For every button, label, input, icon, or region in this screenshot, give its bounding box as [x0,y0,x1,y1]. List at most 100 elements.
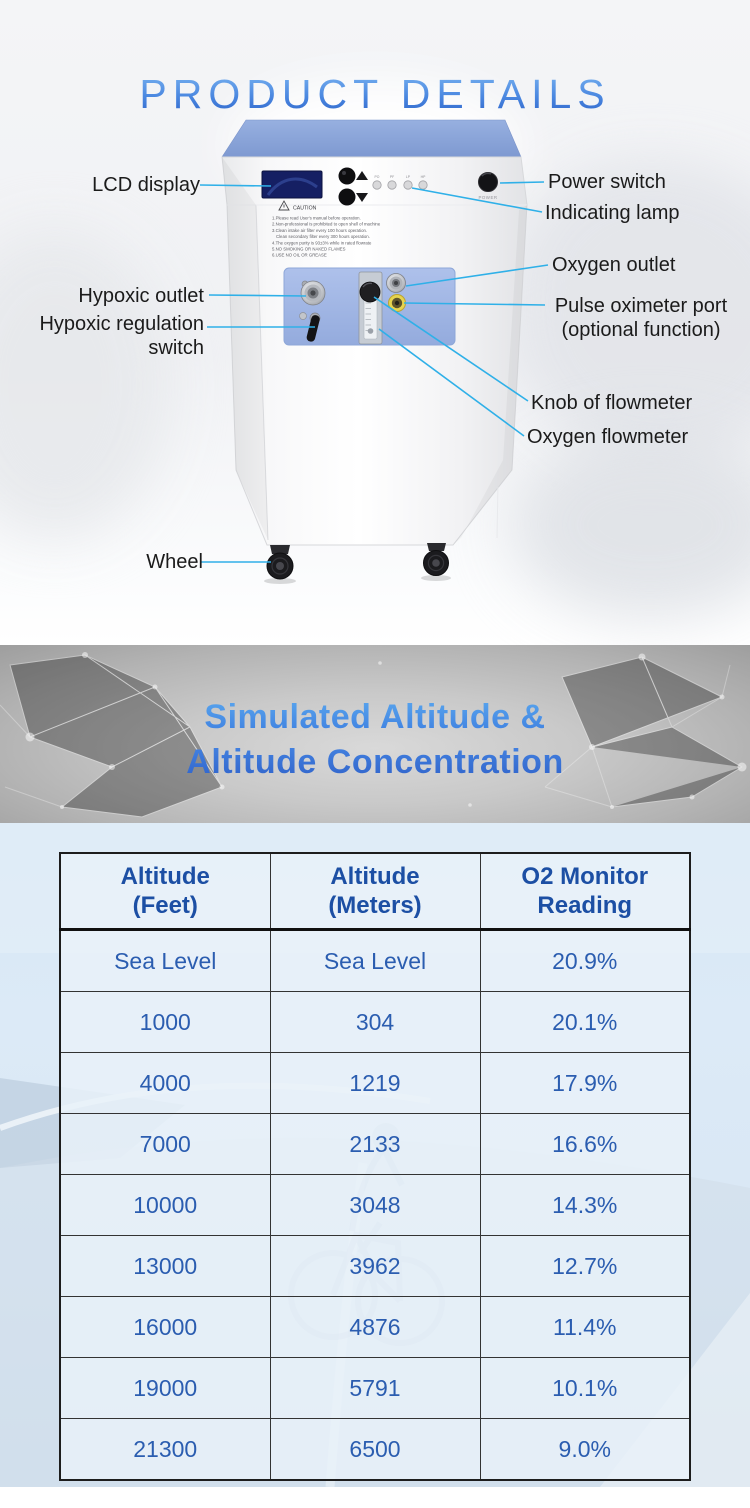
indicator-lamp [387,180,397,190]
header-cell-altitude-feet: Altitude (Feet) [59,852,271,931]
callout-lines [199,181,549,563]
caution-line: 5.NO SMOKING OR NAKED FLAMES [272,247,346,252]
oxygen-flowmeter-assembly [358,271,383,345]
header-text: (Feet) [132,892,198,919]
caution-warning-icon [278,200,290,211]
caution-line: 1.Please read User's manual before opera… [272,216,361,221]
cell-altitude-meters: 5791 [269,1357,481,1419]
table-row: 19000 5791 10.1% [59,1357,691,1419]
caution-line: 4.The oxygen purity is 93±3% while in ra… [272,240,372,245]
banner-heading: Simulated Altitude & Altitude Concentrat… [0,695,750,785]
header-cell-altitude-meters: Altitude (Meters) [269,852,481,931]
button-highlight [342,171,346,175]
label-hypoxic-regulation-switch: Hypoxic regulation switch [19,312,204,360]
bottom-margin [0,1487,750,1508]
label-hypoxic-regulation-line1: Hypoxic regulation [39,313,204,335]
table-row: 10000 3048 14.3% [59,1174,691,1236]
down-arrow-icon [356,193,368,202]
altitude-table-header: Altitude (Feet) Altitude (Meters) O2 Mon… [59,852,691,931]
table-row: 7000 2133 16.6% [59,1113,691,1175]
cell-altitude-meters: 304 [269,991,481,1053]
machine-body [221,156,528,546]
altitude-table-section: Altitude (Feet) Altitude (Meters) O2 Mon… [0,823,750,1487]
cell-altitude-meters: 3962 [269,1235,481,1297]
cell-altitude-feet: 7000 [59,1113,271,1175]
indicator-lamp [418,180,428,190]
caution-title: CAUTION [293,206,317,212]
down-button [338,188,356,206]
up-button [338,167,356,185]
label-indicating-lamp: Indicating lamp [545,202,680,224]
callout-line-hypoxic-outlet [208,294,307,297]
callout-line-indicating-lamp [411,187,543,213]
machine-top-lid [221,119,522,158]
label-hypoxic-regulation-line2: switch [148,337,204,359]
indicator-lamp-label: HP [421,175,426,179]
label-power-switch: Power switch [548,171,666,193]
indicator-lamp [372,180,382,190]
cell-altitude-feet: 10000 [59,1174,271,1236]
cell-o2-reading: 11.4% [479,1296,691,1358]
cell-altitude-feet: 13000 [59,1235,271,1297]
power-switch-label: POWER [478,195,497,200]
cell-altitude-feet: 4000 [59,1052,271,1114]
cell-o2-reading: 17.9% [479,1052,691,1114]
header-text: (Meters) [328,892,422,919]
cell-altitude-meters: 3048 [269,1174,481,1236]
left-wheel [264,545,296,584]
label-oxygen-flowmeter: Oxygen flowmeter [527,426,689,448]
network-nodes [25,652,747,809]
network-lines [0,654,743,818]
flowmeter-float [367,328,374,334]
table-row: Sea Level Sea Level 20.9% [59,929,691,992]
indicator-lamp-label: PO [375,175,380,179]
cell-altitude-meters: 6500 [269,1418,481,1481]
altitude-banner: Simulated Altitude & Altitude Concentrat… [0,645,750,823]
caution-label: CAUTION 1.Please read User's manual befo… [272,200,381,258]
product-details-section: PRODUCT DETAILS [0,0,750,645]
callout-line-pulse-oximeter-port [403,302,546,306]
cell-altitude-meters: 4876 [269,1296,481,1358]
indicator-lamp-label: PF [390,175,394,179]
header-text: O2 Monitor [521,863,649,890]
table-row: 13000 3962 12.7% [59,1235,691,1297]
body-crease-left [255,204,269,541]
callout-line-lcd-display [199,184,272,187]
label-pulse-oximeter-port-line2: (optional function) [561,319,721,341]
lcd-glare [266,177,318,196]
header-row: Altitude (Feet) Altitude (Meters) O2 Mon… [59,852,691,931]
label-oxygen-outlet: Oxygen outlet [552,254,676,276]
callout-line-power-switch [499,181,545,184]
indicator-lamps: PO PF LP HP [372,175,428,190]
lcd-screen [261,170,323,199]
right-wheel [421,543,451,581]
table-row: 4000 1219 17.9% [59,1052,691,1114]
body-crease-right [496,204,504,539]
cell-altitude-meters: Sea Level [269,929,481,992]
header-cell-o2-monitor-reading: O2 Monitor Reading [479,852,691,931]
altitude-table: Altitude (Feet) Altitude (Meters) O2 Mon… [59,852,691,1481]
altitude-table-body: Sea Level Sea Level 20.9% 1000 304 20.1%… [59,929,691,1481]
label-knob-of-flowmeter: Knob of flowmeter [531,392,693,414]
cell-o2-reading: 10.1% [479,1357,691,1419]
callout-line-knob-of-flowmeter [373,296,529,402]
page-title: PRODUCT DETAILS [0,71,750,118]
body-shade-left [222,157,268,540]
header-text: Altitude [120,863,210,890]
up-arrow-icon [356,171,368,180]
cell-altitude-feet: 1000 [59,991,271,1053]
caution-line: 6.USE NO OIL OR GREASE [272,253,327,258]
cell-altitude-feet: 16000 [59,1296,271,1358]
banner-heading-line1: Simulated Altitude & [0,695,750,740]
cell-o2-reading: 16.6% [479,1113,691,1175]
label-pulse-oximeter-port: Pulse oximeter port (optional function) [546,294,736,342]
banner-heading-line2: Altitude Concentration [0,740,750,785]
knob-highlight [362,282,373,288]
caution-line: 2.Non-professional is prohibited to open… [272,222,381,227]
table-row: 1000 304 20.1% [59,991,691,1053]
cell-altitude-meters: 1219 [269,1052,481,1114]
network-pattern [0,652,747,818]
oxygen-outlet-port [386,273,406,293]
label-hypoxic-outlet: Hypoxic outlet [78,285,204,307]
